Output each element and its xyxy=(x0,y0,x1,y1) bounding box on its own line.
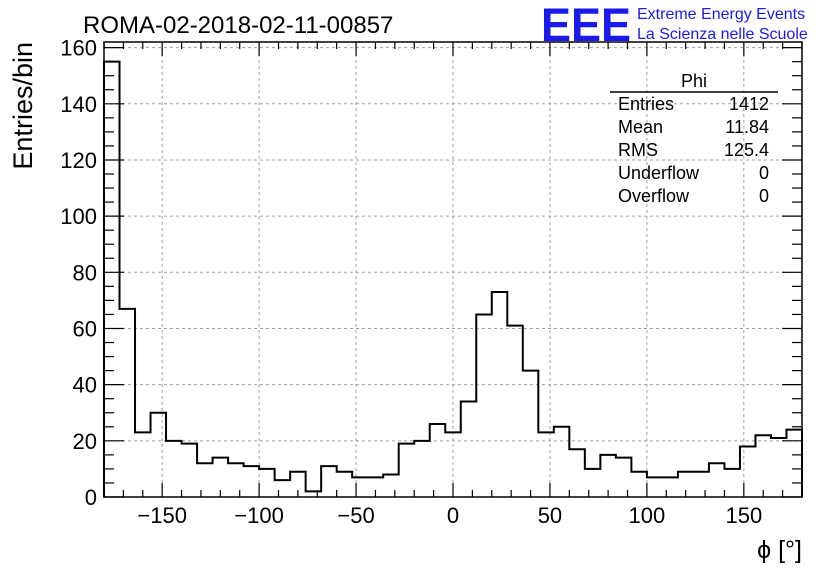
eee-logo-text: EEE xyxy=(541,0,631,51)
histogram-bin xyxy=(476,314,492,497)
histogram-bin xyxy=(228,463,244,497)
x-axis-label: ϕ [°] xyxy=(757,536,802,564)
stats-row-label: Mean xyxy=(618,117,663,137)
histogram-bin xyxy=(693,472,709,497)
x-tick-label: 100 xyxy=(629,503,666,528)
histogram-bin xyxy=(430,424,446,497)
y-tick-label: 160 xyxy=(60,36,97,61)
stats-row-label: RMS xyxy=(618,140,658,160)
y-axis-label: Entries/bin xyxy=(8,42,38,170)
x-tick-labels: −150 −100 −50 0 50 100 150 xyxy=(137,503,762,528)
y-tick-labels: 0 20 40 60 80 100 120 140 160 xyxy=(60,36,97,510)
histogram-bin xyxy=(492,292,508,497)
y-tick-label: 0 xyxy=(85,485,97,510)
eee-logo-line2: La Scienza nelle Scuole xyxy=(637,26,808,43)
x-tick-label: −50 xyxy=(337,503,374,528)
eee-logo-line1: Extreme Energy Events xyxy=(637,6,805,23)
histogram-bin xyxy=(352,477,368,497)
histogram-bin xyxy=(538,432,554,497)
histogram-bin xyxy=(740,446,756,497)
histogram-bin xyxy=(461,402,477,497)
y-tick-label: 100 xyxy=(60,204,97,229)
histogram-bin xyxy=(337,472,353,497)
y-tick-label: 40 xyxy=(73,373,97,398)
histogram-bin xyxy=(197,463,213,497)
y-tick-label: 140 xyxy=(60,92,97,117)
stats-row-value: 11.84 xyxy=(725,117,769,137)
stats-row-value: 0 xyxy=(759,163,769,183)
histogram-bin xyxy=(275,480,291,497)
histogram-bin xyxy=(306,491,322,497)
histogram-bin xyxy=(414,441,430,497)
histogram-bin xyxy=(151,413,167,497)
x-tick-label: −100 xyxy=(234,503,284,528)
histogram-bin xyxy=(399,444,415,497)
y-tick-label: 120 xyxy=(60,148,97,173)
histogram-bin xyxy=(755,435,771,497)
histogram-bin xyxy=(631,472,647,497)
stats-row-value: 1412 xyxy=(729,94,769,114)
chart-title: ROMA-02-2018-02-11-00857 xyxy=(83,12,393,39)
stats-row-value: 125.4 xyxy=(724,140,769,160)
histogram-bin xyxy=(647,477,663,497)
histogram-bin xyxy=(523,371,539,497)
histogram-bin xyxy=(135,432,151,497)
histogram-bin xyxy=(104,62,120,497)
grid-lines xyxy=(104,42,802,497)
y-tick-label: 20 xyxy=(73,429,97,454)
histogram-bin xyxy=(585,469,601,497)
histogram-bin xyxy=(709,463,725,497)
stats-row-label: Entries xyxy=(618,94,674,114)
histogram-bin xyxy=(383,475,399,497)
histogram-bin xyxy=(120,309,136,497)
eee-logo: EEE Extreme Energy Events La Scienza nel… xyxy=(541,0,808,51)
histogram-bin xyxy=(166,441,182,497)
stats-row-value: 0 xyxy=(759,186,769,206)
histogram-bin xyxy=(771,438,787,497)
stats-box: Phi Entries 1412 Mean 11.84 RMS 125.4 Underflo… xyxy=(610,71,778,206)
histogram-bin xyxy=(244,466,260,497)
x-tick-label: −150 xyxy=(137,503,187,528)
histogram-bin xyxy=(662,477,678,497)
histogram-bin xyxy=(259,469,275,497)
histogram-outline xyxy=(103,60,803,497)
histogram-bin xyxy=(321,466,337,497)
y-tick-label: 60 xyxy=(73,316,97,341)
histogram-bin xyxy=(569,449,585,497)
y-tick-label: 80 xyxy=(73,260,97,285)
stats-row-label: Underflow xyxy=(618,163,700,183)
histogram-bin xyxy=(724,469,740,497)
x-tick-label: 150 xyxy=(725,503,762,528)
stats-box-title: Phi xyxy=(681,71,707,91)
histogram-bin xyxy=(786,430,802,497)
histogram-bin xyxy=(182,444,198,497)
x-tick-label: 0 xyxy=(447,503,459,528)
x-tick-label: 50 xyxy=(538,503,562,528)
stats-row-label: Overflow xyxy=(618,186,690,206)
histogram-bin xyxy=(554,427,570,497)
stats-box-rows: Entries 1412 Mean 11.84 RMS 125.4 Underflow 0 Ov… xyxy=(618,94,769,206)
histogram-bin xyxy=(616,458,632,497)
axis-ticks xyxy=(103,42,803,498)
histogram-bin xyxy=(507,326,523,497)
